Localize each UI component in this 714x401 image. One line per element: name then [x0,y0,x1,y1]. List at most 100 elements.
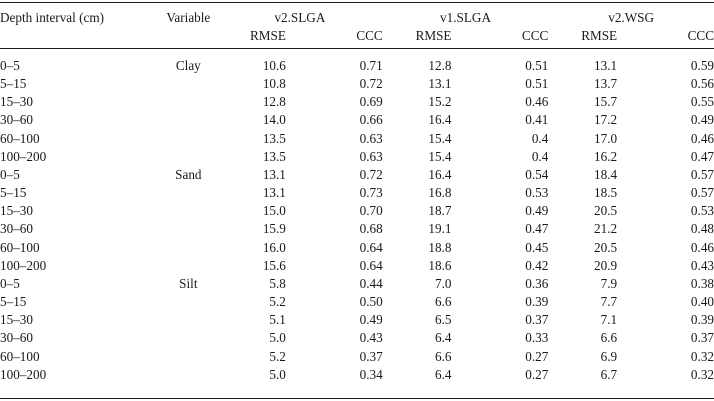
v1-slga-rmse-cell: 6.5 [435,312,452,328]
v2-slga-ccc-cell: 0.37 [359,348,383,364]
variable-cell [160,293,218,311]
v1-slga-ccc-cell: 0.4 [531,148,549,164]
variable-cell [160,366,218,384]
v2-wsg-rmse-cell: 13.1 [594,58,618,73]
v1-slga-rmse-cell: 6.4 [435,330,452,346]
v2-slga-rmse-cell: 12.8 [262,94,286,110]
metric-header-ccc: CCC [521,28,549,43]
v2-slga-rmse-cell: 13.1 [262,185,286,201]
v1-slga-ccc-cell: 0.37 [525,312,549,328]
v2-slga-rmse-cell: 10.6 [262,58,286,73]
variable-cell [160,111,218,129]
depth-interval-cell: 15–30 [0,312,33,328]
v2-wsg-rmse-cell: 17.2 [594,112,618,128]
depth-interval-cell: 0–5 [0,166,20,182]
group-header-v2-slga: v2.SLGA [274,10,326,25]
table-row: 100–200 13.5 0.63 15.4 0.4 16.2 0.47 [0,148,714,166]
metric-header-rmse: RMSE [249,28,286,43]
v1-slga-rmse-cell: 15.4 [428,148,452,164]
variable-cell [160,148,218,166]
v2-wsg-ccc-cell: 0.46 [690,239,714,255]
table-row: 5–15 13.1 0.73 16.8 0.53 18.5 0.57 [0,184,714,202]
table-row: 15–30 15.0 0.70 18.7 0.49 20.5 0.53 [0,202,714,220]
depth-interval-cell: 100–200 [0,366,47,382]
v2-slga-ccc-cell: 0.63 [359,148,383,164]
variable-cell [160,75,218,93]
v2-slga-ccc-cell: 0.49 [359,312,383,328]
header-row-groups: Depth interval (cm) Variable v2.SLGA v1.… [0,8,714,27]
depth-interval-cell: 100–200 [0,257,47,273]
v2-slga-rmse-cell: 5.2 [269,348,286,364]
depth-interval-cell: 5–15 [0,294,27,310]
depth-interval-cell: 15–30 [0,203,33,219]
v1-slga-rmse-cell: 16.4 [428,166,452,182]
v2-wsg-rmse-cell: 7.1 [600,312,618,328]
table-row: 100–200 15.6 0.64 18.6 0.42 20.9 0.43 [0,257,714,275]
v2-wsg-rmse-cell: 20.9 [594,257,618,273]
v2-slga-ccc-cell: 0.72 [359,166,383,182]
v2-wsg-rmse-cell: 7.7 [600,294,618,310]
table-row: 30–60 14.0 0.66 16.4 0.41 17.2 0.49 [0,111,714,129]
metric-header-ccc: CCC [356,28,383,43]
v2-wsg-ccc-cell: 0.38 [690,275,714,291]
depth-interval-cell: 100–200 [0,148,47,164]
v2-wsg-rmse-cell: 20.5 [594,239,618,255]
v1-slga-ccc-cell: 0.33 [525,330,549,346]
variable-cell [160,93,218,111]
table-row: 15–30 5.1 0.49 6.5 0.37 7.1 0.39 [0,311,714,329]
v2-slga-ccc-cell: 0.44 [359,275,383,291]
variable-cell [160,130,218,148]
v1-slga-ccc-cell: 0.27 [525,366,549,382]
v2-wsg-ccc-cell: 0.57 [690,166,714,182]
v2-wsg-ccc-cell: 0.48 [690,221,714,237]
v2-wsg-rmse-cell: 18.5 [594,185,618,201]
v2-slga-rmse-cell: 5.2 [269,294,286,310]
variable-cell [160,220,218,238]
table-body: 0–5 Clay 10.6 0.71 12.8 0.51 13.1 0.59 5–15 10.8 0… [0,45,714,384]
v2-wsg-rmse-cell: 13.7 [594,76,618,92]
v1-slga-ccc-cell: 0.41 [525,112,549,128]
depth-interval-cell: 60–100 [0,239,40,255]
v2-slga-ccc-cell: 0.66 [359,112,383,128]
v1-slga-ccc-cell: 0.39 [525,294,549,310]
table-row: 60–100 13.5 0.63 15.4 0.4 17.0 0.46 [0,130,714,148]
depth-interval-cell: 60–100 [0,348,40,364]
variable-cell [160,348,218,366]
v2-slga-rmse-cell: 5.8 [269,275,286,291]
v2-wsg-rmse-cell: 20.5 [594,203,618,219]
table-row: 0–5 Sand 13.1 0.72 16.4 0.54 18.4 0.57 [0,166,714,184]
variable-cell: Silt [179,275,198,291]
table-row: 60–100 5.2 0.37 6.6 0.27 6.9 0.32 [0,348,714,366]
variable-cell [160,329,218,347]
v2-slga-ccc-cell: 0.50 [359,294,383,310]
v2-wsg-ccc-cell: 0.37 [690,330,714,346]
v1-slga-rmse-cell: 12.8 [428,58,452,73]
v1-slga-rmse-cell: 16.4 [428,112,452,128]
table-row: 5–15 5.2 0.50 6.6 0.39 7.7 0.40 [0,293,714,311]
v2-slga-ccc-cell: 0.71 [359,58,383,73]
v2-slga-rmse-cell: 5.1 [269,312,286,328]
table-row: 100–200 5.0 0.34 6.4 0.27 6.7 0.32 [0,366,714,384]
v2-slga-rmse-cell: 13.5 [262,130,286,146]
group-header-v1-slga: v1.SLGA [440,10,491,25]
table-row: 5–15 10.8 0.72 13.1 0.51 13.7 0.56 [0,75,714,93]
v2-slga-rmse-cell: 13.1 [262,166,286,182]
v2-slga-ccc-cell: 0.43 [359,330,383,346]
v1-slga-rmse-cell: 6.6 [435,348,452,364]
v2-wsg-rmse-cell: 6.9 [600,348,618,364]
variable-cell: Sand [175,166,202,182]
depth-interval-cell: 5–15 [0,185,27,201]
v2-slga-rmse-cell: 5.0 [269,366,286,382]
v1-slga-rmse-cell: 6.6 [435,294,452,310]
v1-slga-ccc-cell: 0.53 [525,185,549,201]
v2-slga-ccc-cell: 0.63 [359,130,383,146]
v2-wsg-rmse-cell: 18.4 [594,166,618,182]
table-row: 0–5 Silt 5.8 0.44 7.0 0.36 7.9 0.38 [0,275,714,293]
v2-wsg-ccc-cell: 0.40 [690,294,714,310]
v1-slga-ccc-cell: 0.36 [525,275,549,291]
v2-wsg-ccc-cell: 0.53 [690,203,714,219]
v1-slga-rmse-cell: 6.4 [435,366,452,382]
v2-wsg-ccc-cell: 0.47 [690,148,714,164]
v1-slga-ccc-cell: 0.45 [525,239,549,255]
